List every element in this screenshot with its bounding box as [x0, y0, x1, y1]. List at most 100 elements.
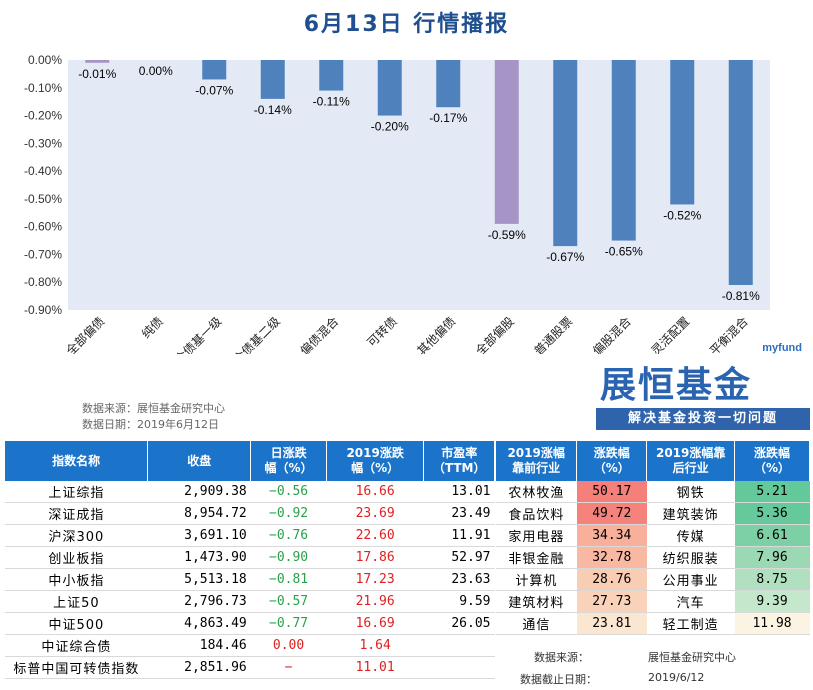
table-cell: 32.78: [576, 546, 647, 569]
table-cell: 8,954.72: [147, 502, 251, 525]
table-cell: 49.72: [576, 502, 647, 525]
x-tick-label: （总）全部偏债: [37, 314, 107, 354]
footer-date-value: 2019/6/12: [648, 671, 705, 684]
table-cell: 22.60: [326, 524, 424, 547]
bar: [377, 60, 402, 116]
x-tick-label: （总）全部偏股: [447, 314, 517, 354]
table-cell: [423, 656, 495, 679]
table-row: 中证500 4,863.49 −0.77 16.69 26.05: [5, 612, 495, 635]
table-cell: 中小板指: [5, 568, 148, 591]
table-cell: 184.46: [147, 634, 251, 657]
table-row: 家用电器 34.34 传媒 6.61: [496, 524, 810, 547]
table-cell: 21.96: [326, 590, 424, 613]
table-cell: 3,691.10: [147, 524, 251, 547]
table-cell: −0.76: [250, 524, 327, 547]
table-cell: 5,513.18: [147, 568, 251, 591]
data-label: -0.52%: [663, 208, 701, 222]
table-row: 农林牧渔 50.17 钢铁 5.21: [496, 481, 810, 503]
table-cell: 标普中国可转债指数: [5, 656, 148, 679]
table-cell: 家用电器: [496, 524, 577, 547]
table-cell: 9.59: [423, 590, 495, 613]
table-cell: 11.91: [423, 524, 495, 547]
table-cell: 上证综指: [5, 481, 148, 503]
table-row: 中证综合债 184.46 0.00 1.64: [5, 634, 495, 657]
table-cell: 钢铁: [646, 481, 735, 503]
industry-table-header: 2019涨幅靠 后行业: [646, 441, 736, 481]
table-cell: 52.97: [423, 546, 495, 569]
bar: [202, 60, 227, 80]
data-label: -0.11%: [313, 95, 350, 109]
x-tick-label: 混合债基二级: [221, 314, 283, 354]
x-tick-label: 可转债: [364, 314, 400, 350]
logo-name: 展恒基金: [600, 365, 753, 406]
table-cell: −0.57: [250, 590, 327, 613]
brand-logo: myfund 展恒基金 解决基金投资一切问题: [596, 342, 810, 434]
table-cell: 8.75: [734, 568, 810, 591]
table-row: 上证50 2,796.73 −0.57 21.96 9.59: [5, 590, 495, 613]
logo-tag: myfund: [762, 342, 802, 354]
y-tick-label: 0.00%: [28, 53, 62, 67]
bar: [553, 60, 578, 247]
industry-table: 2019涨幅 靠前行业 涨跌幅 （%） 2019涨幅靠 后行业 涨跌幅 （%） 农林牧渔 50.…: [496, 441, 810, 635]
table-cell: 上证50: [5, 590, 148, 613]
logo-slogan: 解决基金投资一切问题: [596, 408, 810, 430]
bar: [436, 60, 461, 108]
table-cell: 16.69: [326, 612, 424, 635]
table-cell: 23.69: [326, 502, 424, 525]
page-title: 6月13日 行情播报: [303, 12, 510, 37]
footer-date-label: 数据截止日期：: [520, 673, 597, 686]
table-row: 通信 23.81 轻工制造 11.98: [496, 612, 810, 635]
data-label: -0.17%: [429, 111, 467, 125]
footer-source-value: 展恒基金研究中心: [648, 651, 736, 664]
x-tick-label: 纯债: [139, 314, 166, 341]
table-cell: −0.90: [250, 546, 327, 569]
table-row: 中小板指 5,513.18 −0.81 17.23 23.63: [5, 568, 495, 591]
table-cell: [423, 634, 495, 657]
index-table-header: 市盈率 （TTM）: [423, 441, 495, 481]
data-label: -0.20%: [371, 120, 409, 134]
table-row: 建筑材料 27.73 汽车 9.39: [496, 590, 810, 613]
data-label: -0.14%: [254, 103, 292, 117]
table-cell: 9.39: [734, 590, 810, 613]
table-row: 食品饮料 49.72 建筑装饰 5.36: [496, 502, 810, 525]
index-table-header: 指数名称: [5, 441, 149, 481]
table-cell: 汽车: [646, 590, 735, 613]
y-tick-label: -0.80%: [24, 275, 62, 289]
table-cell: 23.63: [423, 568, 495, 591]
bar: [728, 60, 753, 285]
table-cell: 27.73: [576, 590, 647, 613]
table-cell: 17.23: [326, 568, 424, 591]
index-table-header: 2019涨跌 幅（%）: [326, 441, 425, 481]
data-label: -0.81%: [722, 289, 760, 303]
bar: [494, 60, 519, 224]
bar-chart: 0.00% -0.10% -0.20% -0.30% -0.40% -0.50% -0.60…: [24, 53, 770, 354]
table-cell: −0.81: [250, 568, 327, 591]
data-label: -0.01%: [78, 67, 116, 81]
y-tick-label: -0.20%: [24, 109, 62, 123]
table-cell: 28.76: [576, 568, 647, 591]
table-cell: 2,909.38: [147, 481, 251, 503]
y-tick-label: -0.90%: [24, 303, 62, 317]
table-row: 上证综指 2,909.38 −0.56 16.66 13.01: [5, 481, 495, 503]
industry-table-header: 2019涨幅 靠前行业: [496, 441, 578, 481]
table-cell: 11.98: [734, 612, 810, 635]
chart-date: 数据日期：2019年6月12日: [82, 418, 219, 431]
index-table: 指数名称 收盘 日涨跌 幅（%） 2019涨跌 幅（%） 市盈率 （TTM） 上证综指 2,90…: [5, 441, 495, 679]
table-cell: 1.64: [326, 634, 424, 657]
x-tick-label: 其他偏债: [414, 314, 459, 354]
table-cell: 23.49: [423, 502, 495, 525]
table-cell: 建筑装饰: [646, 502, 735, 525]
y-tick-label: -0.30%: [24, 136, 62, 150]
table-cell: 7.96: [734, 546, 810, 569]
table-cell: 深证成指: [5, 502, 148, 525]
table-cell: 26.05: [423, 612, 495, 635]
industry-table-header: 涨跌幅 （%）: [734, 441, 810, 481]
table-cell: 公用事业: [646, 568, 735, 591]
chart-source: 数据来源：展恒基金研究中心: [82, 402, 225, 415]
bar: [670, 60, 695, 205]
bar: [319, 60, 344, 91]
bar: [611, 60, 636, 241]
y-tick-label: -0.40%: [24, 164, 62, 178]
data-label: -0.07%: [195, 83, 233, 97]
table-cell: 农林牧渔: [496, 481, 577, 503]
